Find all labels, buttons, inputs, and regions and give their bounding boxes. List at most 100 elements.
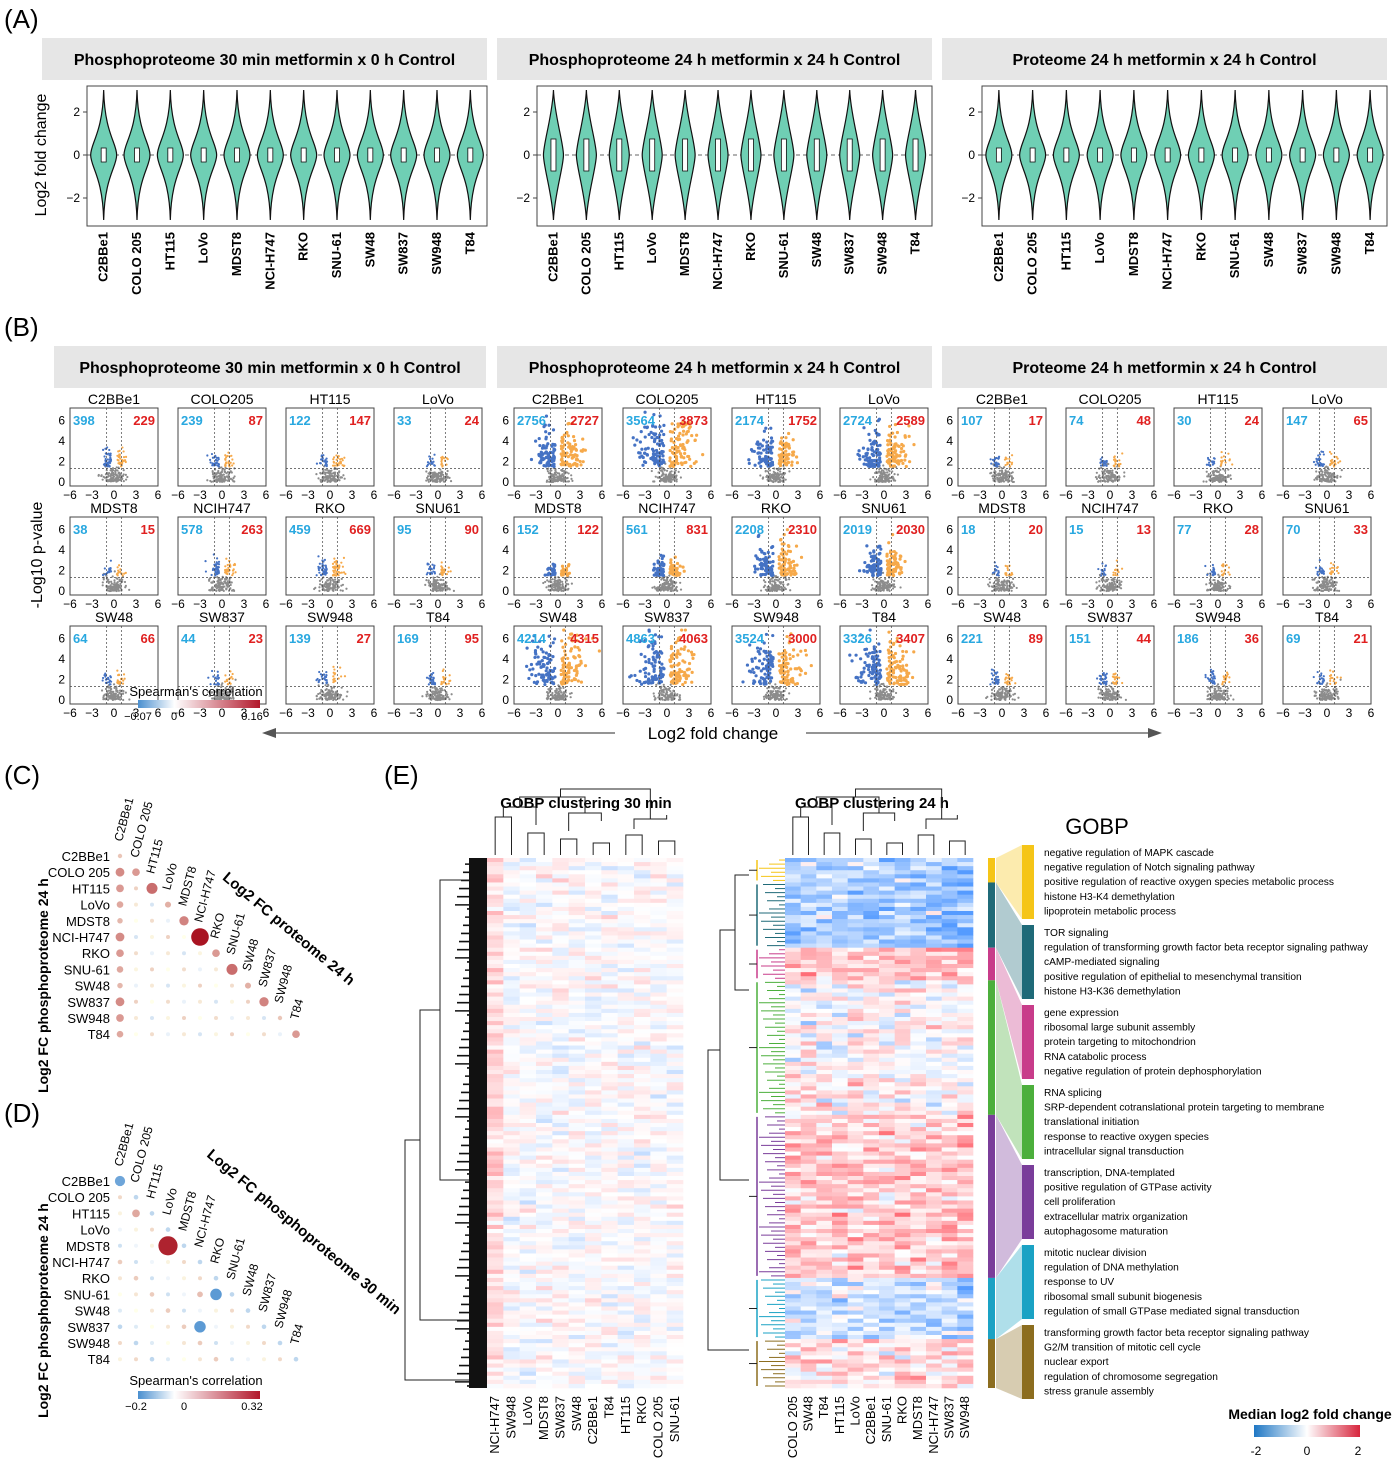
violin-box: [913, 139, 918, 171]
point-down: [652, 658, 655, 661]
x-tick-label-b: −6: [725, 488, 739, 502]
point-down: [212, 569, 214, 571]
point-down: [656, 568, 659, 571]
point-up: [562, 462, 565, 465]
point-up: [224, 465, 226, 467]
x-tick-label-b: 6: [599, 488, 606, 502]
point-up: [447, 458, 449, 460]
x-tick-label-b: 6: [599, 706, 606, 720]
point-down: [528, 668, 531, 671]
point-ns: [780, 693, 782, 695]
count-up: 24: [465, 413, 480, 428]
count-down: 44: [181, 631, 196, 646]
point-up: [340, 562, 342, 564]
point-down: [771, 552, 774, 555]
point-ns: [562, 476, 564, 478]
point-down: [757, 446, 760, 449]
point-up: [119, 450, 121, 452]
point-up: [123, 460, 125, 462]
point-ns: [663, 588, 665, 590]
point-up: [899, 450, 902, 453]
point-ns: [116, 691, 118, 693]
point-up: [683, 661, 686, 664]
y-tick-label-b: 0: [58, 475, 65, 489]
point-ns: [773, 585, 775, 587]
y-tick-label-b: 4: [58, 434, 65, 448]
violin-box: [748, 139, 753, 171]
point-up: [571, 456, 574, 459]
point-up: [886, 567, 889, 570]
point-up: [333, 456, 335, 458]
point-ns: [223, 590, 225, 592]
point-ns: [324, 583, 326, 585]
count-down: 561: [626, 522, 648, 537]
arrow-left-head: [262, 728, 276, 738]
point-up: [448, 680, 450, 682]
point-ns: [344, 478, 346, 480]
point-down: [769, 566, 772, 569]
point-up: [582, 460, 585, 463]
count-up: 122: [577, 522, 599, 537]
point-down: [753, 450, 756, 453]
point-up: [888, 425, 891, 428]
point-ns: [317, 477, 319, 479]
point-down: [325, 461, 327, 463]
point-down: [110, 570, 112, 572]
x-tick-label-b: −3: [301, 488, 315, 502]
point-up: [119, 455, 121, 457]
point-ns: [553, 581, 555, 583]
point-up: [580, 680, 583, 683]
point-ns: [221, 474, 223, 476]
point-ns: [889, 586, 891, 588]
point-down: [109, 465, 111, 467]
point-down: [552, 568, 555, 571]
point-ns: [551, 578, 553, 580]
x-tick-label-b: −3: [409, 597, 423, 611]
volcano-title: RKO: [315, 500, 345, 516]
point-up: [576, 646, 579, 649]
point-ns: [339, 694, 341, 696]
point-ns: [886, 471, 888, 473]
point-up: [122, 680, 124, 682]
point-up: [887, 561, 890, 564]
point-ns: [446, 588, 448, 590]
point-down: [662, 444, 665, 447]
point-ns: [436, 692, 438, 694]
x-label-cell-line: MDST8: [229, 232, 244, 276]
point-ns: [102, 696, 104, 698]
point-ns: [327, 590, 329, 592]
point-up: [332, 574, 334, 576]
point-up: [575, 667, 578, 670]
point-down: [647, 672, 650, 675]
point-up: [668, 465, 671, 468]
point-down: [217, 671, 219, 673]
point-up: [901, 462, 904, 465]
point-ns: [433, 691, 435, 693]
point-up: [785, 552, 788, 555]
point-down: [753, 570, 756, 573]
x-tick-label-b: 6: [263, 488, 270, 502]
point-ns: [548, 478, 550, 480]
point-ns: [317, 693, 319, 695]
point-up: [893, 550, 896, 553]
point-ns: [432, 582, 434, 584]
point-down: [644, 660, 647, 663]
point-up: [565, 666, 568, 669]
point-ns: [879, 471, 881, 473]
point-down: [539, 461, 542, 464]
x-label-cell-line: SW948: [875, 232, 890, 275]
point-down: [639, 670, 642, 673]
point-ns: [233, 590, 235, 592]
point-ns: [671, 583, 673, 585]
count-down: 2208: [735, 522, 764, 537]
point-ns: [562, 583, 564, 585]
point-ns: [437, 477, 439, 479]
point-down: [530, 673, 533, 676]
point-up: [224, 680, 226, 682]
point-up: [679, 564, 682, 567]
point-up: [568, 572, 571, 575]
y-tick-label-a: −2: [961, 191, 975, 205]
x-label-cell-line: NCI-H747: [1160, 232, 1175, 290]
point-ns: [549, 688, 551, 690]
point-ns: [662, 472, 664, 474]
